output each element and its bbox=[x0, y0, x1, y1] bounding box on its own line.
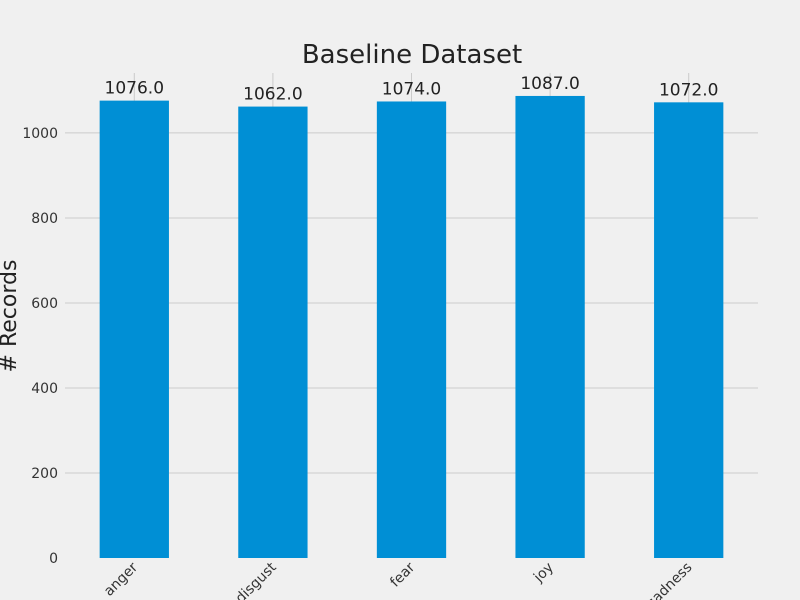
data-label: 1062.0 bbox=[243, 85, 302, 105]
bar-sadness bbox=[654, 102, 724, 559]
x-tick-labels: anger disgust fear joy sadness bbox=[101, 559, 696, 600]
bar-joy bbox=[515, 95, 585, 558]
x-tick-label: joy bbox=[530, 560, 557, 587]
y-tick-label: 200 bbox=[31, 466, 58, 482]
y-tick-label: 400 bbox=[31, 381, 58, 397]
y-tick-label: 600 bbox=[31, 296, 58, 312]
data-label: 1072.0 bbox=[659, 80, 718, 100]
bars bbox=[99, 95, 724, 559]
data-label: 1087.0 bbox=[520, 74, 579, 94]
bar-anger bbox=[99, 100, 169, 558]
y-tick-label: 800 bbox=[31, 211, 58, 227]
y-tick-labels: 0 200 400 600 800 1000 bbox=[22, 126, 58, 567]
x-tick-label: fear bbox=[387, 559, 418, 590]
y-tick-label: 1000 bbox=[22, 126, 58, 142]
x-tick-label: sadness bbox=[644, 560, 696, 600]
chart-title: Baseline Dataset bbox=[302, 40, 522, 70]
y-axis-label: # Records bbox=[0, 260, 22, 373]
y-tick-label: 0 bbox=[49, 551, 58, 567]
data-label: 1074.0 bbox=[382, 79, 441, 99]
data-labels: 1076.0 1062.0 1074.0 1087.0 1072.0 bbox=[105, 74, 719, 105]
bar-disgust bbox=[238, 106, 308, 558]
data-label: 1076.0 bbox=[105, 79, 164, 99]
x-tick-label: anger bbox=[101, 559, 141, 599]
bar-fear bbox=[376, 101, 447, 558]
x-tick-label: disgust bbox=[233, 559, 280, 600]
